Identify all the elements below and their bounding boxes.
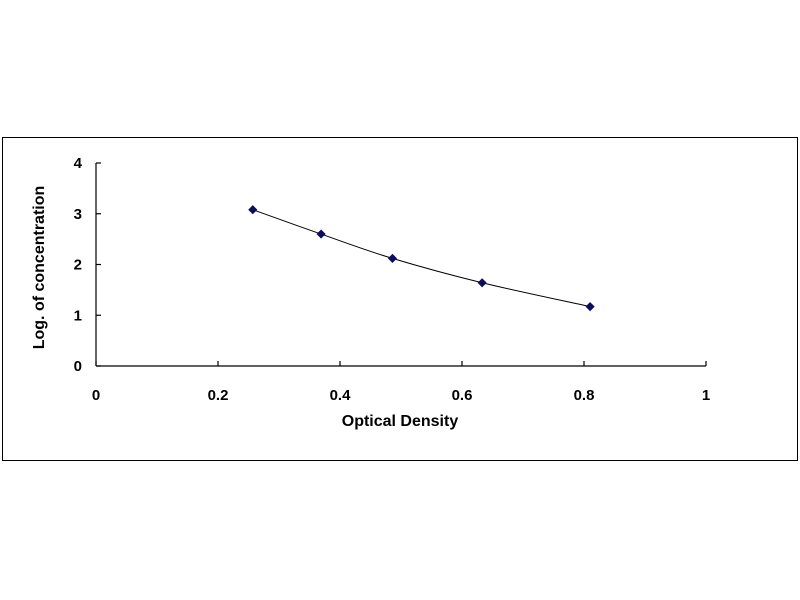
ticks: 0 0.2 0.4 0.6 0.8 1 0 1 2 3 4 [74, 155, 711, 404]
plot-area [248, 205, 595, 312]
data-point [387, 253, 398, 263]
y-tick-label: 2 [74, 257, 82, 274]
data-point [248, 205, 258, 215]
x-tick-label: 0 [92, 387, 100, 404]
x-axis-title: Optical Density [342, 413, 459, 430]
data-point [585, 302, 595, 312]
y-tick-label: 4 [74, 155, 83, 172]
y-axis-title: Log. of concentration [31, 186, 48, 350]
data-point [316, 229, 326, 239]
y-tick-label: 1 [74, 307, 82, 324]
y-tick-label: 3 [74, 206, 82, 223]
axes [95, 163, 706, 367]
series-line [252, 209, 591, 308]
x-tick-label: 0.8 [574, 387, 595, 404]
x-tick-label: 1 [702, 387, 710, 404]
data-point [477, 278, 487, 288]
chart-frame [2, 137, 798, 461]
x-tick-label: 0.4 [330, 387, 352, 404]
y-tick-label: 0 [74, 358, 82, 375]
x-tick-label: 0.2 [208, 387, 229, 404]
x-tick-label: 0.6 [452, 387, 473, 404]
